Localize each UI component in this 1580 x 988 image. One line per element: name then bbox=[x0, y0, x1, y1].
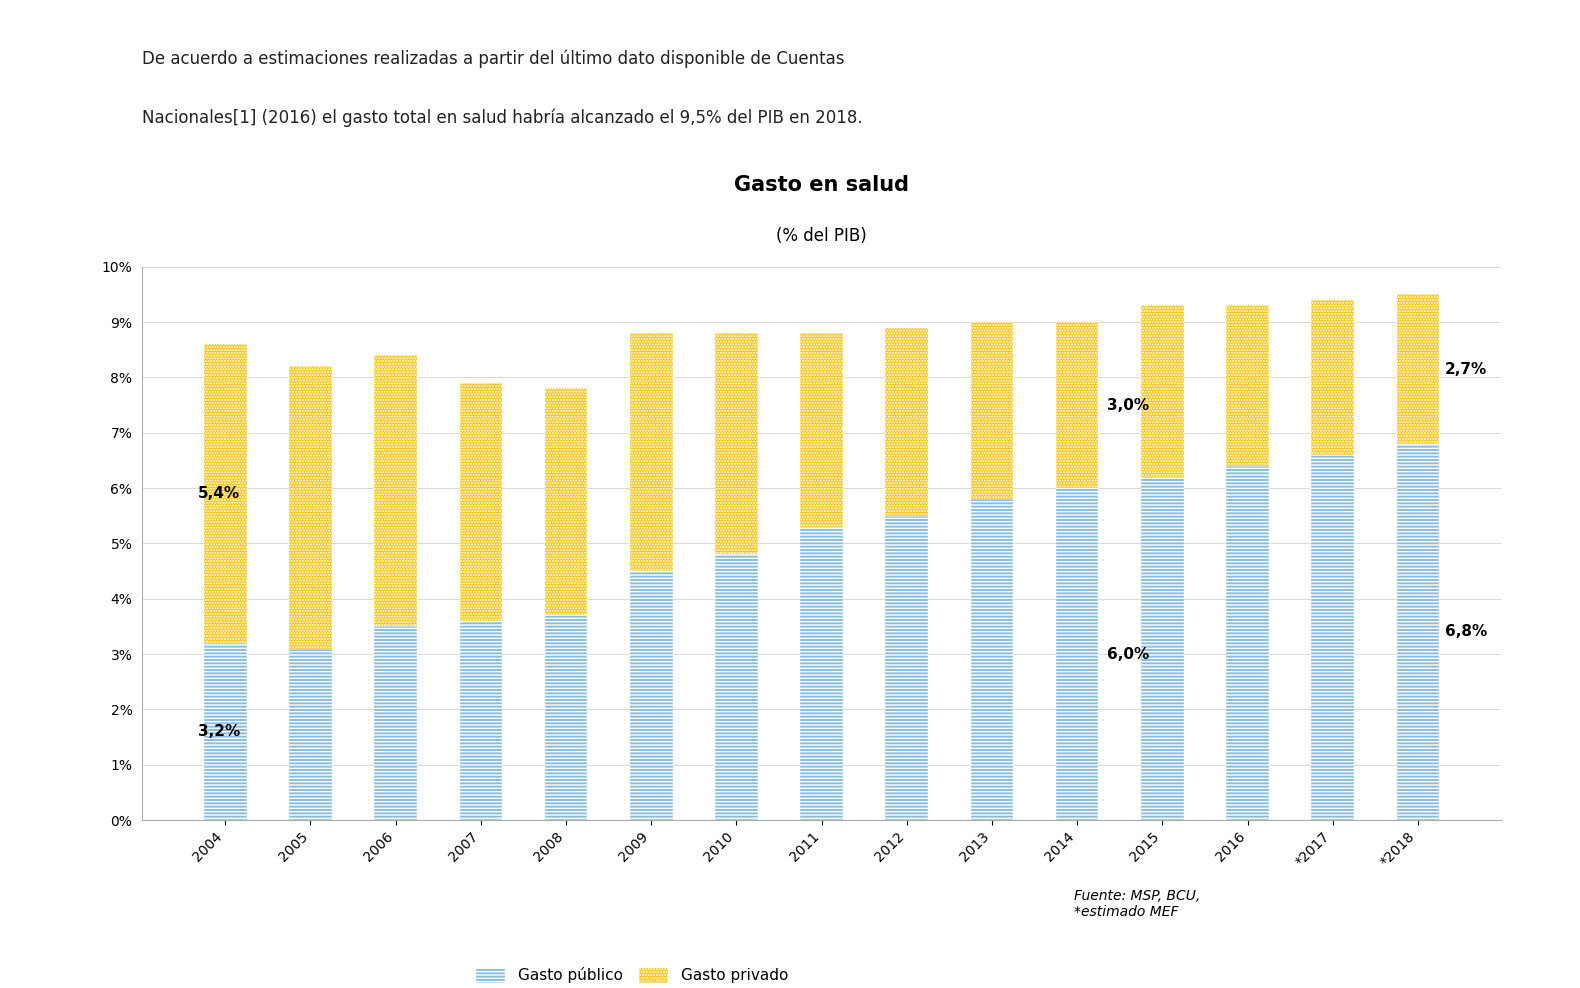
Bar bbox=[545, 616, 588, 820]
Bar bbox=[460, 620, 502, 820]
Bar bbox=[1226, 466, 1269, 820]
Bar bbox=[1055, 488, 1098, 820]
Bar bbox=[630, 333, 673, 571]
Text: 2,7%: 2,7% bbox=[1446, 362, 1487, 376]
Bar bbox=[1397, 444, 1439, 820]
Bar bbox=[630, 571, 673, 820]
Text: 6,0%: 6,0% bbox=[1108, 646, 1149, 662]
Bar bbox=[801, 333, 842, 527]
Bar bbox=[1311, 454, 1354, 820]
Bar bbox=[716, 554, 758, 820]
Bar bbox=[289, 648, 332, 820]
Legend: Gasto público, Gasto privado: Gasto público, Gasto privado bbox=[469, 961, 795, 988]
Text: 3,2%: 3,2% bbox=[198, 724, 240, 739]
Bar bbox=[1226, 305, 1269, 466]
Bar bbox=[885, 328, 927, 516]
Bar bbox=[970, 322, 1013, 499]
Bar bbox=[716, 333, 758, 554]
Bar bbox=[1397, 294, 1439, 444]
Text: 6,8%: 6,8% bbox=[1446, 624, 1487, 639]
Bar bbox=[289, 367, 332, 648]
Text: 5,4%: 5,4% bbox=[198, 486, 240, 501]
Bar bbox=[545, 388, 588, 616]
Bar bbox=[885, 516, 927, 820]
Text: 3,0%: 3,0% bbox=[1108, 397, 1149, 413]
Text: Nacionales[1] (2016) el gasto total en salud habría alcanzado el 9,5% del PIB en: Nacionales[1] (2016) el gasto total en s… bbox=[142, 109, 863, 127]
Bar bbox=[1055, 322, 1098, 488]
Bar bbox=[204, 344, 246, 643]
Bar bbox=[374, 356, 417, 626]
Bar bbox=[374, 626, 417, 820]
Text: Fuente: MSP, BCU,
*estimado MEF: Fuente: MSP, BCU, *estimado MEF bbox=[1074, 889, 1201, 920]
Text: (% del PIB): (% del PIB) bbox=[776, 226, 867, 245]
Text: Gasto en salud: Gasto en salud bbox=[735, 175, 908, 195]
Bar bbox=[970, 499, 1013, 820]
Bar bbox=[1311, 300, 1354, 454]
Bar bbox=[1141, 477, 1183, 820]
Bar bbox=[1141, 305, 1183, 477]
Bar bbox=[460, 383, 502, 620]
Bar bbox=[204, 643, 246, 820]
Text: De acuerdo a estimaciones realizadas a partir del último dato disponible de Cuen: De acuerdo a estimaciones realizadas a p… bbox=[142, 49, 845, 68]
Bar bbox=[801, 527, 842, 820]
